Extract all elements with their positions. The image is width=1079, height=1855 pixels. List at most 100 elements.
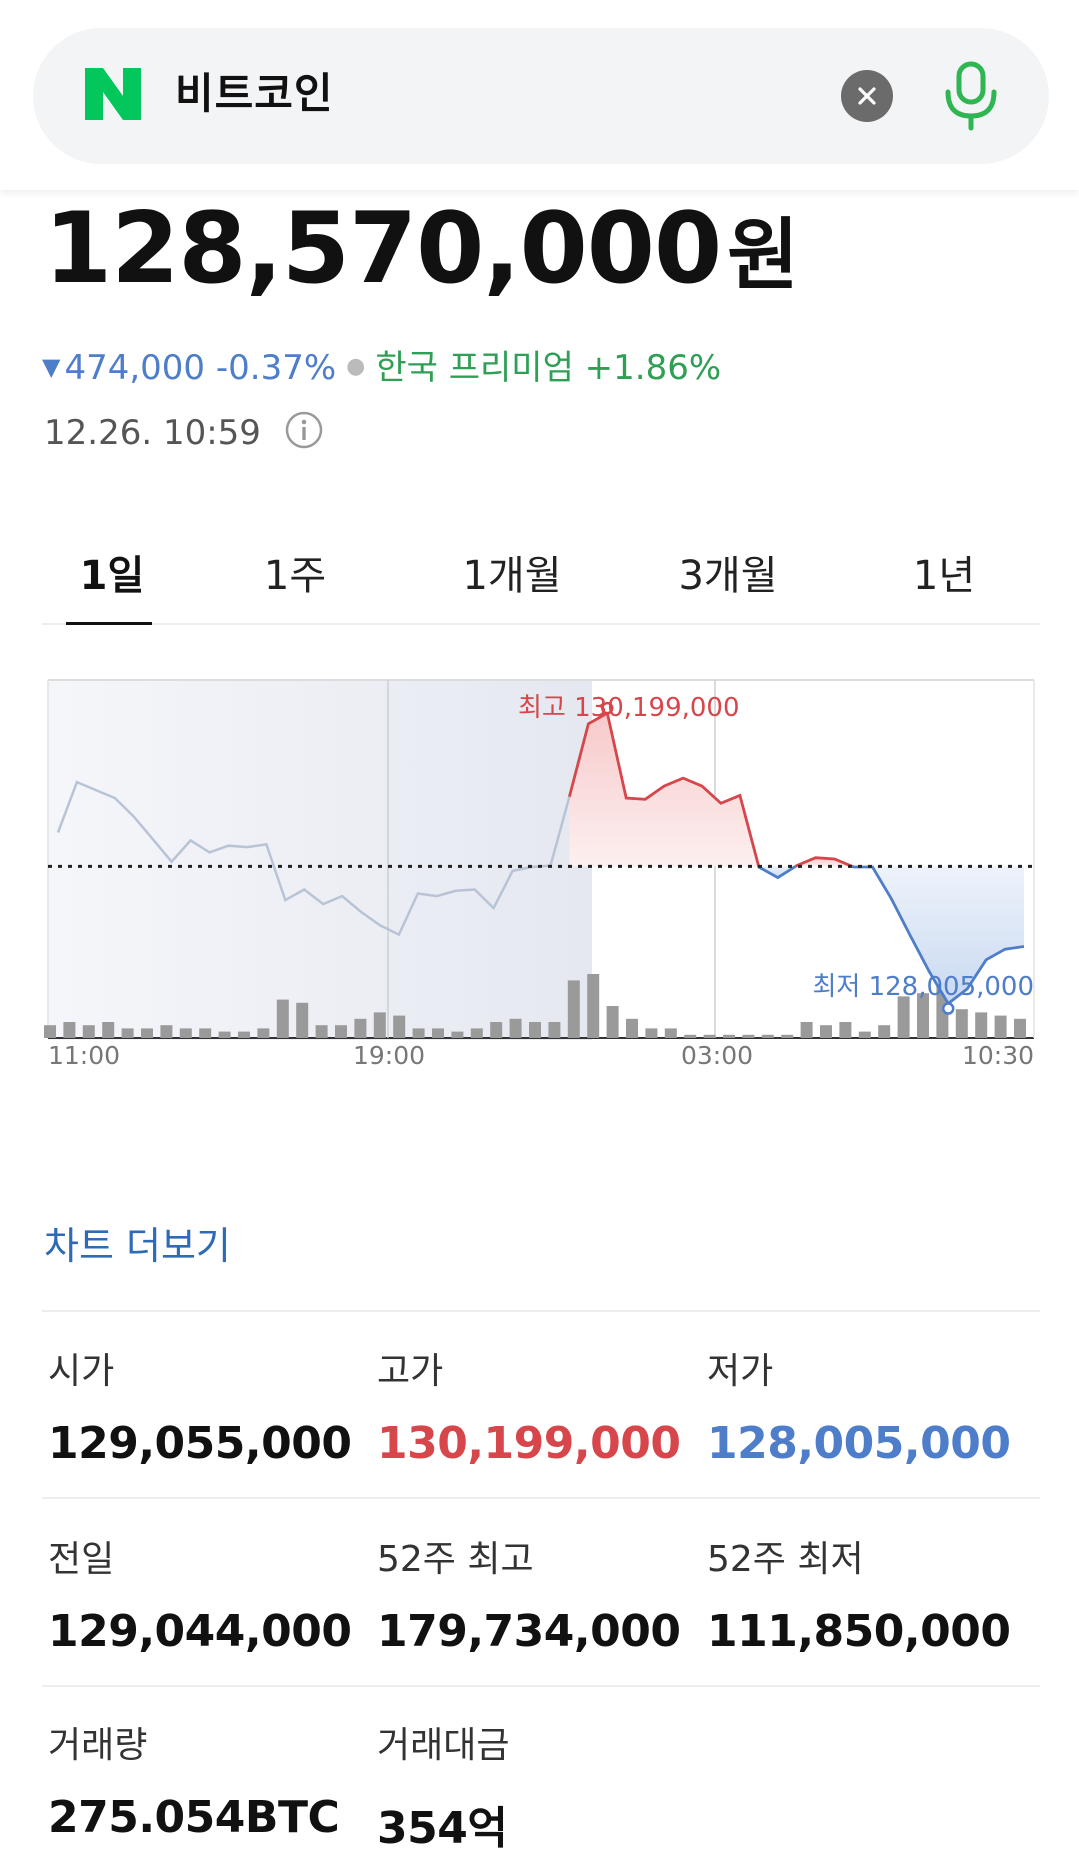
- tab-1year[interactable]: 1년: [912, 553, 976, 599]
- stat-value: 129,055,000: [48, 1418, 352, 1469]
- price-line: [56, 710, 1025, 1006]
- stat-label: 거래대금: [377, 1725, 510, 1766]
- tab-3month[interactable]: 3개월: [678, 553, 778, 599]
- high-marker: [601, 701, 614, 715]
- pre-session-line: [56, 780, 571, 937]
- current-price: 128,570,000원: [44, 200, 799, 301]
- stat-label: 거래량: [48, 1725, 148, 1766]
- volume-bar: [975, 1012, 988, 1038]
- volume-bar: [296, 1002, 309, 1038]
- stat-label: 52주 최고: [377, 1539, 534, 1580]
- volume-bar: [742, 1034, 755, 1038]
- down-triangle-icon: ▼: [42, 353, 61, 381]
- volume-bar: [63, 1022, 76, 1038]
- period-tabs: 1일 1주 1개월 3개월 1년: [42, 535, 1040, 625]
- x-tick-4: 10:30: [962, 1041, 1034, 1070]
- price-change: 474,000 -0.37%: [64, 348, 337, 388]
- stat-value: 179,734,000: [377, 1606, 681, 1657]
- stat-value: 129,044,000: [48, 1606, 352, 1657]
- price-unit: 원: [727, 211, 799, 301]
- below-prev-close-area: [758, 866, 796, 878]
- naver-logo-icon: [85, 68, 141, 120]
- volume-bar: [878, 1025, 891, 1038]
- volume-bar: [917, 993, 929, 1038]
- volume-bar: [238, 1031, 250, 1038]
- volume-bar: [257, 1028, 270, 1038]
- price-line-up: [568, 710, 761, 867]
- pre-session-background: [48, 680, 592, 1040]
- volume-bar: [276, 999, 289, 1038]
- stat-label: 고가: [377, 1351, 444, 1392]
- stats-divider-top: [42, 1310, 1040, 1312]
- volume-bar: [141, 1028, 153, 1038]
- volume-bar: [335, 1025, 347, 1038]
- volume-bar: [490, 1022, 503, 1038]
- volume-bar: [994, 1015, 1007, 1038]
- price-line-up: [794, 856, 853, 868]
- tab-1month[interactable]: 1개월: [462, 553, 562, 599]
- microphone-icon[interactable]: [940, 60, 1002, 132]
- stat-volume: 거래량 275.054BTC: [48, 1716, 368, 1843]
- tab-1day[interactable]: 1일: [79, 553, 145, 599]
- x-tick-3: 03:00: [681, 1041, 753, 1070]
- volume-bar: [218, 1031, 231, 1038]
- price-area-fills: [569, 713, 1024, 1004]
- volume-bar: [102, 1022, 115, 1038]
- search-input[interactable]: 비트코인: [175, 69, 334, 118]
- volume-bar: [44, 1025, 56, 1038]
- stat-prev-close: 전일 129,044,000: [48, 1530, 368, 1657]
- high-label: 최고 130,199,000: [518, 693, 740, 723]
- high-low-markers: [601, 701, 955, 1015]
- volume-bar: [199, 1028, 212, 1038]
- low-marker: [941, 1002, 955, 1015]
- stat-label: 저가: [707, 1351, 774, 1392]
- stat-label: 전일: [48, 1539, 115, 1580]
- search-header: 비트코인: [0, 0, 1079, 190]
- stats-divider-1: [42, 1497, 1040, 1499]
- volume-bar: [820, 1025, 832, 1038]
- volume-bar: [781, 1034, 794, 1038]
- volume-bar: [315, 1025, 328, 1038]
- volume-bar: [645, 1028, 658, 1038]
- volume-bar: [1014, 1018, 1026, 1038]
- volume-bar: [451, 1031, 464, 1038]
- korea-premium: 한국 프리미엄 +1.86%: [375, 348, 722, 388]
- volume-bar: [432, 1028, 444, 1038]
- stat-value: 130,199,000: [377, 1418, 681, 1469]
- volume-bar: [587, 974, 600, 1038]
- tab-1week[interactable]: 1주: [263, 553, 327, 599]
- search-bar[interactable]: 비트코인: [33, 28, 1049, 164]
- volume-bar: [354, 1018, 367, 1038]
- volume-bar: [179, 1028, 192, 1038]
- stats-divider-2: [42, 1685, 1040, 1687]
- volume-bar: [82, 1025, 95, 1038]
- stat-value: 128,005,000: [707, 1418, 1011, 1469]
- x-tick-2: 19:00: [353, 1041, 425, 1070]
- volume-bar: [548, 1022, 561, 1038]
- close-icon[interactable]: [841, 70, 893, 122]
- volume-bar: [703, 1034, 716, 1038]
- stat-trade-value: 거래대금 354억: [377, 1716, 697, 1855]
- timestamp-row: 12.26. 10:59: [44, 410, 324, 453]
- chart-more-link[interactable]: 차트 더보기: [44, 1224, 231, 1268]
- volume-bar: [897, 996, 910, 1038]
- timestamp: 12.26. 10:59: [44, 413, 261, 453]
- volume-bar: [412, 1028, 425, 1038]
- volume-bar: [664, 1028, 677, 1038]
- volume-bar: [567, 980, 580, 1038]
- volume-bar: [800, 1022, 813, 1038]
- volume-bar: [529, 1022, 541, 1038]
- volume-bar: [723, 1034, 735, 1038]
- active-tab-indicator: [66, 622, 152, 625]
- stat-value: 111,850,000: [707, 1606, 1011, 1657]
- price-value: 128,570,000: [44, 192, 722, 306]
- stat-value: 354억: [377, 1803, 508, 1854]
- stat-52w-high: 52주 최고 179,734,000: [377, 1530, 697, 1657]
- info-icon[interactable]: [284, 410, 324, 450]
- volume-bar: [373, 1012, 386, 1038]
- price-chart[interactable]: 최고 130,199,000 최저 128,005,000 11:00 19:0…: [0, 670, 1079, 1160]
- volume-bar: [509, 1018, 522, 1038]
- stat-value: 275.054BTC: [48, 1792, 340, 1843]
- volume-bar: [606, 1006, 619, 1038]
- volume-bars: [44, 974, 1026, 1038]
